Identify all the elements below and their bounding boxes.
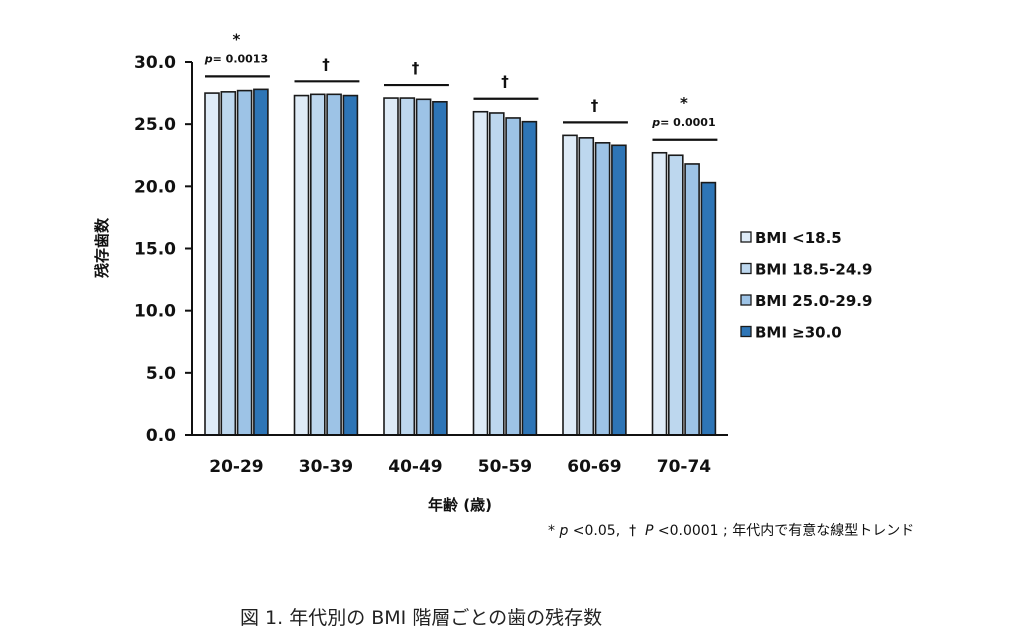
- footnote: * p <0.05, † P <0.0001 ; 年代内で有意な線型トレンド: [548, 520, 914, 540]
- x-axis: 20-29 30-39 40-49 50-59 60-69 70-74: [192, 434, 728, 477]
- bar: [204, 92, 220, 436]
- significance-annotations: p= 0.0013 * † † † † p= 0.0001 *: [204, 30, 718, 141]
- footnote-p1-label: p: [559, 523, 569, 539]
- bar: [505, 117, 521, 436]
- bar: [562, 134, 578, 436]
- significance-symbol: †: [501, 73, 509, 91]
- footnote-p2-value: <0.0001 ; 年代内で有意な線型トレンド: [657, 523, 915, 539]
- legend-swatch: [740, 325, 752, 338]
- bar: [700, 181, 717, 436]
- bar: [684, 163, 700, 436]
- bar: [220, 91, 237, 436]
- bar: [309, 93, 326, 436]
- p-value-label: p= 0.0001: [651, 116, 715, 129]
- y-tick-label: 0.0: [146, 426, 176, 446]
- bar: [432, 100, 448, 436]
- significance-symbol: †: [322, 55, 330, 73]
- legend-swatch: [740, 294, 752, 306]
- x-tick-label: 50-59: [478, 457, 532, 477]
- footnote-dagger: †: [629, 523, 637, 539]
- bar: [399, 97, 416, 436]
- y-tick-label: 10.0: [134, 302, 176, 322]
- significance-symbol: †: [591, 96, 599, 114]
- bar: [578, 137, 595, 436]
- bar: [472, 110, 489, 436]
- y-axis: 0.0 5.0 10.0 15.0 20.0 25.0 30.0: [134, 53, 193, 446]
- footnote-star: *: [548, 523, 555, 539]
- y-tick-label: 20.0: [134, 177, 176, 197]
- x-tick-label: 30-39: [299, 457, 353, 477]
- bar: [415, 98, 432, 436]
- y-tick-label: 15.0: [134, 240, 176, 260]
- bar: [611, 144, 627, 436]
- bar: [236, 89, 253, 436]
- x-tick-label: 70-74: [657, 457, 712, 477]
- legend-swatch: [740, 262, 752, 275]
- bar: [293, 94, 310, 436]
- bar: [383, 97, 399, 436]
- legend-label: BMI 18.5-24.9: [755, 261, 872, 279]
- legend-label: BMI 25.0-29.9: [755, 292, 872, 310]
- bars: [204, 88, 717, 436]
- bar: [521, 120, 538, 436]
- footnote-p1-value: <0.05,: [572, 523, 621, 539]
- bar: [651, 151, 668, 436]
- legend-label: BMI <18.5: [755, 229, 842, 247]
- bar: [342, 94, 359, 436]
- bar: [253, 88, 269, 436]
- legend-label: BMI ≥30.0: [755, 324, 842, 342]
- x-tick-label: 60-69: [567, 457, 621, 477]
- bar: [326, 93, 342, 436]
- y-tick-label: 30.0: [134, 53, 176, 73]
- y-tick-label: 25.0: [134, 115, 176, 135]
- x-axis-title: 年齢 (歳): [428, 496, 492, 514]
- y-axis-title: 残存歯数: [93, 217, 111, 278]
- legend: BMI <18.5 BMI 18.5-24.9 BMI 25.0-29.9 BMI ≥…: [740, 229, 872, 342]
- figure-caption: 図 1. 年代別の BMI 階層ごとの歯の残存数: [240, 607, 603, 629]
- bar: [594, 142, 611, 436]
- significance-symbol: *: [680, 94, 688, 112]
- significance-symbol: †: [412, 59, 420, 77]
- y-tick-label: 5.0: [146, 364, 176, 384]
- legend-swatch: [740, 231, 752, 243]
- p-value-label: p= 0.0013: [204, 52, 268, 65]
- bar: [667, 154, 684, 436]
- x-tick-label: 20-29: [209, 457, 263, 477]
- bar: [488, 112, 505, 436]
- significance-symbol: *: [233, 30, 241, 48]
- x-tick-label: 40-49: [388, 457, 442, 477]
- footnote-p2-label: P: [644, 523, 654, 539]
